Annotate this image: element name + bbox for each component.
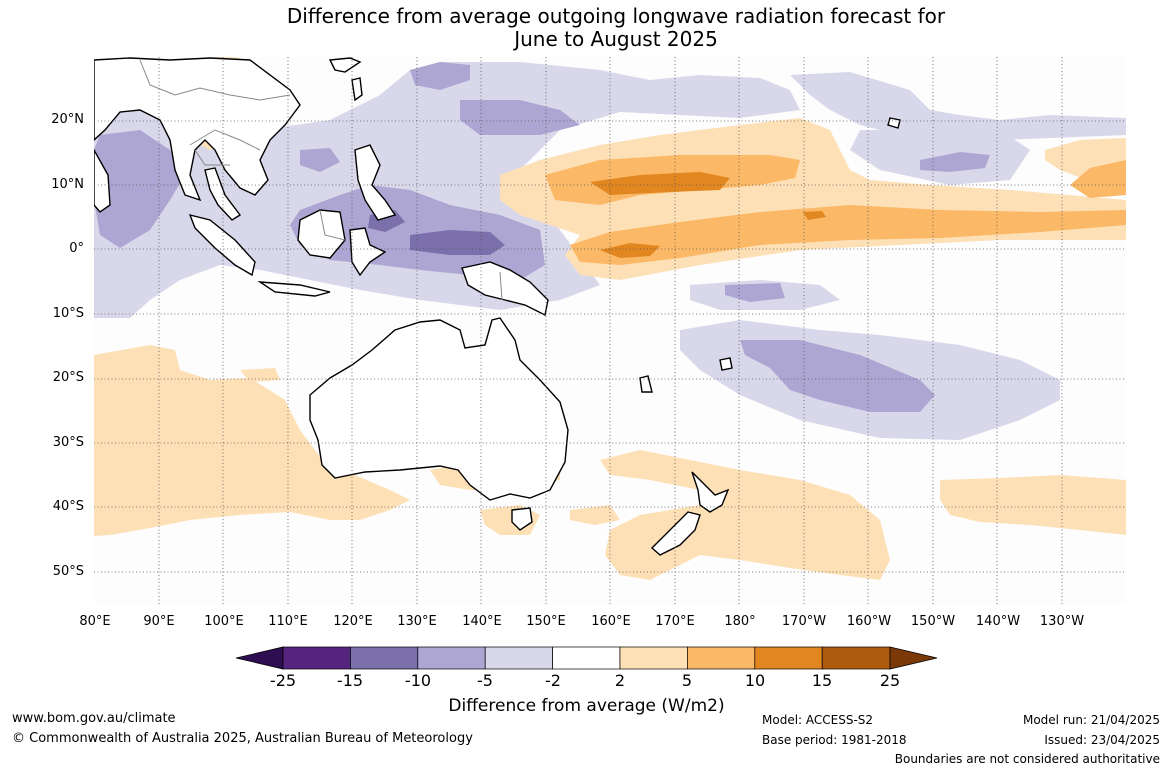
colorbar-swatch — [754, 646, 823, 670]
lon-label: 130°W — [1039, 614, 1085, 629]
lat-label: 20°N — [51, 112, 84, 127]
colorbar — [235, 646, 938, 670]
lat-label: 20°S — [52, 370, 84, 385]
colorbar-tick: 25 — [879, 671, 901, 690]
colorbar-extend-high — [889, 646, 938, 670]
lon-label: 140°E — [462, 614, 502, 629]
lon-label: 170°W — [781, 614, 827, 629]
colorbar-label: Difference from average (W/m2) — [448, 696, 725, 716]
colorbar-tick: -2 — [545, 671, 561, 690]
lon-label: 80°E — [79, 614, 111, 629]
lon-label: 170°E — [655, 614, 695, 629]
lat-label: 30°S — [52, 435, 84, 450]
lon-label: 180° — [724, 614, 756, 629]
colorbar-tick: -10 — [404, 671, 432, 690]
lat-label: 0° — [69, 241, 84, 256]
footer-url[interactable]: www.bom.gov.au/climate — [12, 711, 176, 726]
colorbar-swatch — [619, 646, 688, 670]
lon-label: 160°W — [846, 614, 892, 629]
lon-label: 150°E — [526, 614, 566, 629]
colorbar-tick: 5 — [681, 671, 693, 690]
footer-issued: Issued: 23/04/2025 — [1044, 733, 1160, 747]
coastlines — [94, 57, 901, 556]
lat-label: 40°S — [52, 499, 84, 514]
colorbar-swatch — [552, 646, 621, 670]
lon-label: 110°E — [268, 614, 308, 629]
colorbar-tick: -15 — [336, 671, 364, 690]
graticule — [94, 57, 1126, 605]
anomaly-regions-plus-10 — [590, 172, 826, 258]
map-title-line-1: Difference from average outgoing longwav… — [286, 4, 946, 28]
lat-label: 50°S — [52, 564, 84, 579]
lon-label: 130°E — [397, 614, 437, 629]
colorbar-swatch — [821, 646, 891, 670]
colorbar-swatch — [282, 646, 351, 670]
lon-label: 100°E — [204, 614, 244, 629]
colorbar-swatch — [687, 646, 756, 670]
footer-model: Model: ACCESS-S2 — [762, 713, 874, 727]
colorbar-tick: 15 — [811, 671, 833, 690]
lon-label: 140°W — [975, 614, 1021, 629]
lon-label: 120°E — [333, 614, 373, 629]
map-plot-area — [94, 57, 1126, 605]
footer-disclaimer: Boundaries are not considered authoritat… — [894, 752, 1160, 766]
colorbar-extend-low — [235, 646, 284, 670]
colorbar-swatch — [484, 646, 553, 670]
colorbar-swatch — [350, 646, 419, 670]
lon-label: 160°E — [591, 614, 631, 629]
map-title-line-2: June to August 2025 — [514, 27, 718, 51]
lat-label: 10°S — [52, 306, 84, 321]
colorbar-swatch — [417, 646, 486, 670]
colorbar-tick: 10 — [744, 671, 766, 690]
lon-label: 90°E — [143, 614, 175, 629]
country-borders — [139, 59, 503, 301]
colorbar-tick: 2 — [614, 671, 626, 690]
lat-label: 10°N — [51, 177, 84, 192]
colorbar-tick: -25 — [269, 671, 297, 690]
footer-base-period: Base period: 1981-2018 — [762, 733, 907, 747]
colorbar-tick: -5 — [477, 671, 493, 690]
footer-copyright: © Commonwealth of Australia 2025, Austra… — [12, 731, 473, 746]
lon-label: 150°W — [910, 614, 956, 629]
footer-model-run: Model run: 21/04/2025 — [1022, 713, 1160, 727]
